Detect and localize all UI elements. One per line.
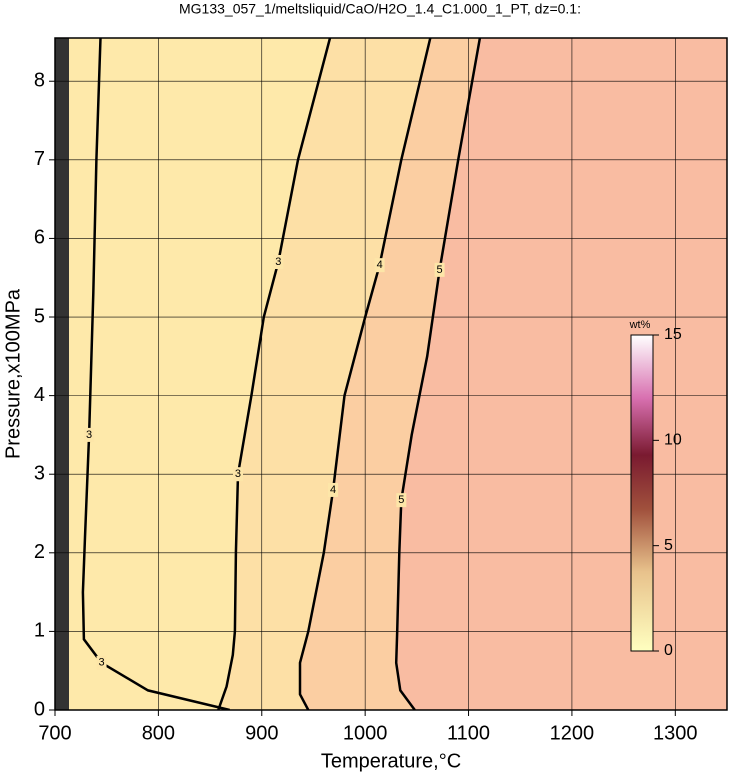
y-tick-label: 3: [34, 462, 45, 484]
x-axis-label: Temperature,°C: [321, 750, 461, 772]
contour-label: 3: [275, 256, 281, 268]
y-tick-label: 5: [34, 305, 45, 327]
x-tick-label: 700: [38, 722, 71, 744]
y-tick-label: 6: [34, 227, 45, 249]
dense-contour-band: [55, 38, 69, 710]
y-tick-label: 2: [34, 541, 45, 563]
plot-frame: [54, 37, 728, 711]
contour-label-bg: [328, 482, 339, 497]
contour-label: 4: [377, 259, 383, 271]
x-tick-label: 1300: [653, 722, 698, 744]
colorbar-tick-label: 0: [664, 642, 673, 659]
contour-line: [81, 38, 230, 710]
colorbar-tick-label: 5: [664, 537, 673, 554]
contour-label: 3: [235, 468, 241, 480]
y-tick-label: 7: [34, 148, 45, 170]
region-fill: [55, 38, 330, 710]
x-tick-label: 900: [245, 722, 278, 744]
colorbar-label: wt%: [629, 319, 651, 331]
colorbar-tick-label: 10: [664, 432, 682, 449]
contour-label-bg: [84, 427, 95, 442]
x-tick-label: 800: [142, 722, 175, 744]
x-tick-label: 1000: [343, 722, 388, 744]
contour-label-bg: [434, 262, 445, 277]
y-tick-label: 1: [34, 620, 45, 642]
x-tick-label: 1100: [447, 722, 490, 744]
contour-label-bg: [273, 255, 284, 269]
x-tick-label: 1200: [550, 722, 595, 744]
colorbar-tick-label: 15: [664, 326, 682, 343]
contour-label: 4: [330, 484, 336, 496]
y-tick-label: 0: [34, 698, 45, 720]
contour-label-bg: [396, 493, 407, 508]
contour-label-bg: [374, 258, 385, 273]
y-tick-label: 8: [34, 70, 45, 92]
contour-label-bg: [96, 655, 107, 670]
contour-label: 3: [86, 429, 92, 441]
y-tick-label: 4: [34, 384, 45, 406]
colorbar: [630, 334, 654, 652]
chart-title: MG133_057_1/meltsliquid/CaO/H2O_1.4_C1.0…: [179, 1, 581, 17]
contour-label-bg: [232, 467, 243, 482]
contour-label: 5: [398, 494, 404, 506]
contour-label: 5: [437, 264, 443, 276]
contour-label: 3: [98, 657, 104, 669]
y-axis-label: Pressure,x100MPa: [2, 288, 24, 459]
